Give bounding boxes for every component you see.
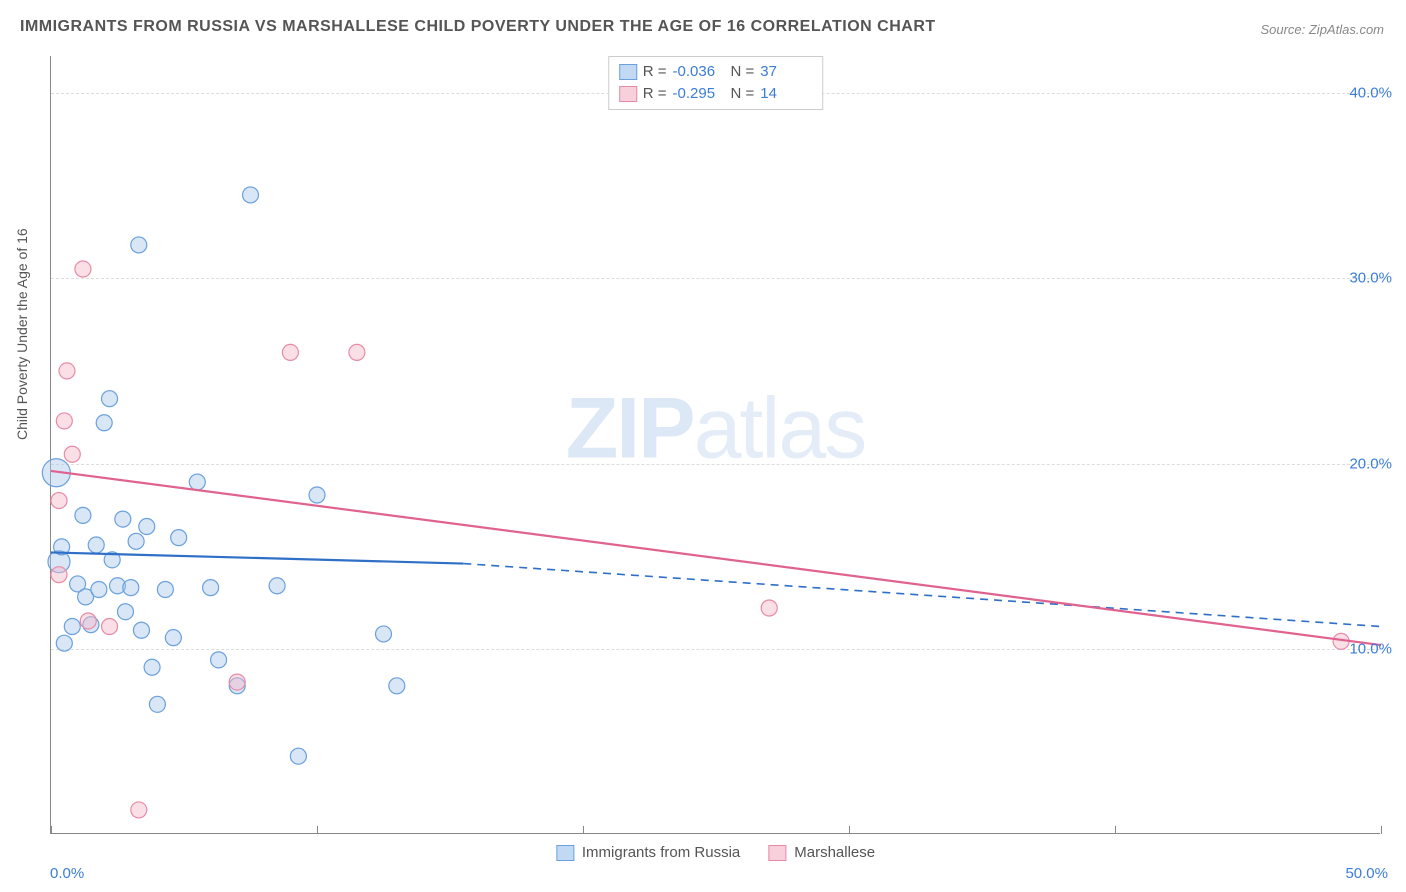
legend-bottom: Immigrants from Russia Marshallese: [556, 844, 875, 861]
stat-n-label: N =: [731, 61, 755, 83]
scatter-point: [171, 530, 187, 546]
source-attribution: Source: ZipAtlas.com: [1260, 22, 1384, 37]
chart-title: IMMIGRANTS FROM RUSSIA VS MARSHALLESE CH…: [20, 18, 936, 36]
scatter-point: [144, 659, 160, 675]
scatter-point: [80, 613, 96, 629]
scatter-svg: [51, 56, 1380, 833]
scatter-point: [157, 581, 173, 597]
x-tick-label-min: 0.0%: [50, 865, 84, 882]
swatch-blue-icon: [619, 64, 637, 80]
scatter-point: [96, 415, 112, 431]
scatter-point: [88, 537, 104, 553]
scatter-point: [131, 237, 147, 253]
scatter-point: [51, 567, 67, 583]
trend-line-dashed: [463, 564, 1381, 627]
scatter-point: [115, 511, 131, 527]
scatter-point: [64, 446, 80, 462]
y-tick-label: 40.0%: [1349, 85, 1392, 102]
swatch-blue-icon: [556, 845, 574, 861]
scatter-point: [75, 261, 91, 277]
scatter-point: [165, 630, 181, 646]
legend-stats-row-pink: R = -0.295 N = 14: [619, 83, 813, 105]
scatter-point: [243, 187, 259, 203]
scatter-point: [761, 600, 777, 616]
scatter-point: [123, 580, 139, 596]
scatter-point: [309, 487, 325, 503]
scatter-point: [211, 652, 227, 668]
swatch-pink-icon: [768, 845, 786, 861]
scatter-point: [75, 507, 91, 523]
scatter-point: [133, 622, 149, 638]
scatter-point: [139, 519, 155, 535]
scatter-point: [389, 678, 405, 694]
scatter-point: [203, 580, 219, 596]
stat-r-value-pink: -0.295: [673, 83, 725, 105]
stat-n-value-blue: 37: [760, 61, 812, 83]
scatter-point: [229, 674, 245, 690]
scatter-point: [128, 533, 144, 549]
legend-item-pink: Marshallese: [768, 844, 875, 861]
stat-n-value-pink: 14: [760, 83, 812, 105]
scatter-point: [51, 493, 67, 509]
legend-stats-box: R = -0.036 N = 37 R = -0.295 N = 14: [608, 56, 824, 110]
stat-r-label: R =: [643, 61, 667, 83]
scatter-point: [131, 802, 147, 818]
scatter-point: [102, 619, 118, 635]
scatter-point: [117, 604, 133, 620]
stat-n-label: N =: [731, 83, 755, 105]
y-tick-label: 30.0%: [1349, 270, 1392, 287]
scatter-point: [64, 619, 80, 635]
legend-item-blue: Immigrants from Russia: [556, 844, 740, 861]
scatter-point: [56, 635, 72, 651]
scatter-point: [59, 363, 75, 379]
y-axis-label: Child Poverty Under the Age of 16: [14, 228, 30, 440]
scatter-point: [269, 578, 285, 594]
scatter-point: [376, 626, 392, 642]
scatter-point: [56, 413, 72, 429]
legend-label-pink: Marshallese: [794, 844, 875, 861]
scatter-point: [189, 474, 205, 490]
x-tick-label-max: 50.0%: [1345, 865, 1388, 882]
plot-area: ZIPatlas R = -0.036 N = 37 R = -0.295 N …: [50, 56, 1380, 834]
scatter-point: [290, 748, 306, 764]
legend-label-blue: Immigrants from Russia: [582, 844, 740, 861]
scatter-point: [349, 344, 365, 360]
scatter-point: [149, 696, 165, 712]
swatch-pink-icon: [619, 86, 637, 102]
scatter-point: [91, 581, 107, 597]
scatter-point: [282, 344, 298, 360]
stat-r-label: R =: [643, 83, 667, 105]
y-tick-label: 10.0%: [1349, 640, 1392, 657]
stat-r-value-blue: -0.036: [673, 61, 725, 83]
y-tick-label: 20.0%: [1349, 455, 1392, 472]
scatter-point: [102, 391, 118, 407]
legend-stats-row-blue: R = -0.036 N = 37: [619, 61, 813, 83]
